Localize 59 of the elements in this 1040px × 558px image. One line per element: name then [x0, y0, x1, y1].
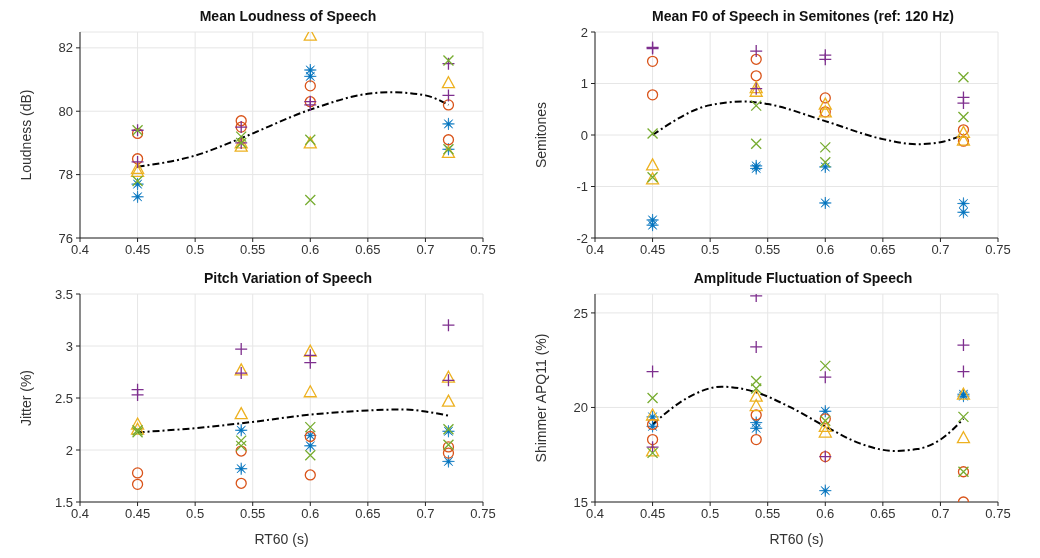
- y-tick-label: 1.5: [54, 494, 73, 510]
- x-tick-label: 0.65: [355, 242, 381, 258]
- x-tick-label: 0.7: [931, 506, 950, 522]
- x-tick-label: 0.45: [124, 506, 151, 522]
- y-tick-label: 15: [573, 494, 588, 510]
- chart-title: Amplitude Fluctuation of Speech: [692, 270, 914, 288]
- x-tick-label: 0.55: [755, 506, 781, 522]
- x-tick-label: 0.4: [585, 506, 605, 522]
- x-tick-label: 0.7: [416, 506, 435, 522]
- y-tick-label: 2: [65, 442, 73, 458]
- y-tick-label: 2: [580, 24, 588, 40]
- x-axis-title: RT60 (s): [769, 531, 824, 547]
- y-axis-title: Shimmer APQ11 (%): [532, 333, 549, 463]
- chart-title: Mean Loudness of Speech: [198, 8, 378, 26]
- y-tick-label: 3.5: [54, 286, 73, 302]
- x-tick-label: 0.7: [416, 242, 435, 258]
- x-tick-label: 0.55: [240, 506, 266, 522]
- x-tick-label: 0.65: [355, 506, 381, 522]
- x-tick-label: 0.65: [870, 242, 896, 258]
- y-tick-label: 20: [573, 400, 588, 416]
- x-tick-label: 0.6: [301, 506, 320, 522]
- chart-title: Mean F0 of Speech in Semitones (ref: 120 Hz): [651, 8, 955, 26]
- y-tick-label: 78: [58, 167, 73, 183]
- x-tick-label: 0.5: [701, 506, 720, 522]
- y-tick-label: 25: [573, 305, 588, 321]
- x-tick-label: 0.7: [931, 242, 950, 258]
- x-tick-label: 0.45: [639, 242, 666, 258]
- x-tick-label: 0.75: [985, 506, 1011, 522]
- x-tick-label: 0.55: [240, 242, 266, 258]
- x-tick-label: 0.5: [186, 242, 205, 258]
- y-tick-label: 82: [58, 40, 73, 56]
- x-tick-label: 0.6: [301, 242, 320, 258]
- x-tick-label: 0.4: [70, 242, 90, 258]
- y-tick-label: 3: [65, 338, 73, 354]
- x-tick-label: 0.5: [186, 506, 205, 522]
- x-tick-label: 0.75: [470, 242, 496, 258]
- x-tick-label: 0.6: [816, 506, 835, 522]
- y-tick-label: 0: [580, 127, 588, 143]
- x-tick-label: 0.6: [816, 242, 835, 258]
- x-tick-label: 0.4: [70, 506, 90, 522]
- x-tick-label: 0.55: [755, 242, 781, 258]
- y-tick-label: 1: [580, 76, 588, 92]
- y-tick-label: 2.5: [54, 390, 73, 406]
- y-axis-title: Semitones: [532, 101, 549, 169]
- x-tick-label: 0.4: [585, 242, 605, 258]
- chart-title: Pitch Variation of Speech: [202, 270, 373, 288]
- x-tick-label: 0.75: [985, 242, 1011, 258]
- y-axis-title: Jitter (%): [17, 370, 34, 426]
- x-axis-title: RT60 (s): [254, 531, 309, 547]
- y-axis-title: Loudness (dB): [17, 89, 34, 181]
- x-tick-label: 0.65: [870, 506, 896, 522]
- y-tick-label: -2: [576, 230, 588, 246]
- x-tick-label: 0.45: [124, 242, 151, 258]
- x-tick-label: 0.75: [470, 506, 496, 522]
- y-tick-label: 80: [58, 103, 73, 119]
- y-tick-label: 76: [58, 230, 73, 246]
- y-tick-label: -1: [576, 179, 588, 195]
- x-tick-label: 0.45: [639, 506, 666, 522]
- x-tick-label: 0.5: [701, 242, 720, 258]
